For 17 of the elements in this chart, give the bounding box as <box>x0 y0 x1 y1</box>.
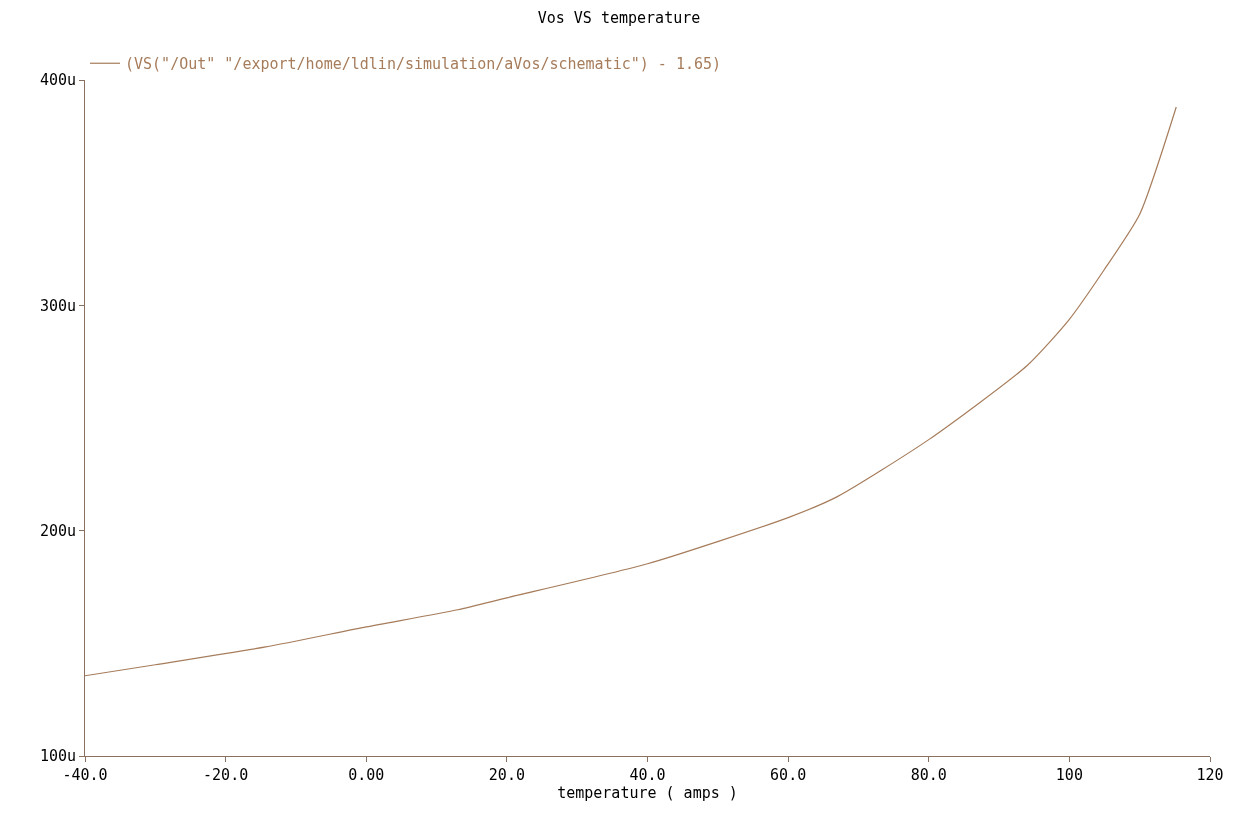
y-tick-label: 100u <box>39 747 76 766</box>
y-tick-label: 400u <box>39 71 76 90</box>
x-tick-label: 20.0 <box>488 766 525 784</box>
legend-label: (VS("/Out" "/export/home/ldlin/simulation/aVos/schematic") - 1.65) <box>125 55 722 74</box>
chart-title: Vos VS temperature <box>537 8 701 27</box>
x-tick-label: 0.00 <box>348 766 385 784</box>
x-tick-label: 120 <box>1196 766 1224 784</box>
x-axis-title: temperature ( amps ) <box>557 784 738 802</box>
x-tick-label: -40.0 <box>62 766 108 784</box>
y-tick-label: 300u <box>39 296 76 315</box>
y-tick-label: 200u <box>39 521 76 540</box>
x-tick-label: 40.0 <box>629 766 666 784</box>
x-tick-label: 100 <box>1055 766 1083 784</box>
x-tick-label: 60.0 <box>770 766 807 784</box>
line-series <box>85 106 1177 677</box>
x-tick-label: -20.0 <box>203 766 249 784</box>
x-tick-label: 80.0 <box>910 766 947 784</box>
